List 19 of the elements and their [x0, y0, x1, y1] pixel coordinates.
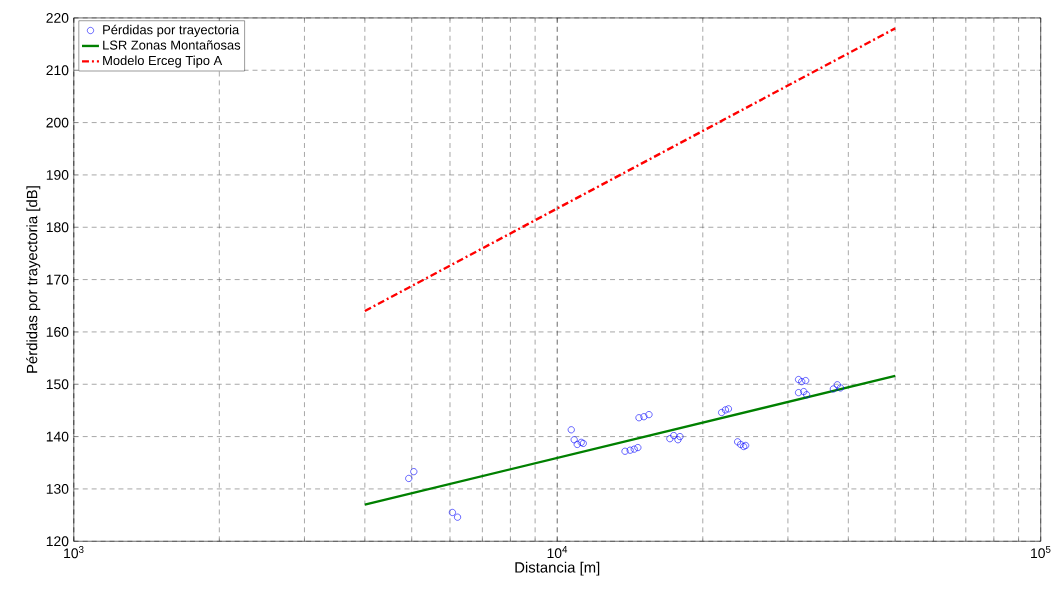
x-tick-label: 10$^{5}$	[1031, 546, 1051, 559]
legend-label: LSR Zonas Montañosas	[103, 40, 241, 50]
legend-label: Modelo Erceg Tipo A	[103, 55, 223, 68]
x-tick-label: 10$^{3}$	[64, 546, 84, 559]
y-tick-label: 170	[46, 274, 69, 285]
y-tick-label: 210	[46, 65, 69, 76]
y-tick-label: 180	[46, 222, 69, 233]
y-axis-title: Pérdidas por trayectoria [dB]	[26, 186, 41, 373]
x-axis-title: Distancia [m]	[515, 561, 600, 576]
y-tick-label: 130	[46, 483, 69, 494]
y-tick-label: 120	[46, 536, 69, 547]
y-tick-label: 190	[46, 169, 69, 180]
y-tick-label: 200	[46, 117, 69, 128]
x-tick-label: 10$^{4}$	[547, 546, 568, 559]
y-tick-label: 220	[46, 12, 69, 23]
y-tick-label: 140	[46, 431, 69, 442]
legend-label: Pérdidas por trayectoria	[103, 24, 240, 37]
y-tick-label: 160	[46, 326, 69, 337]
y-tick-label: 150	[46, 379, 69, 390]
